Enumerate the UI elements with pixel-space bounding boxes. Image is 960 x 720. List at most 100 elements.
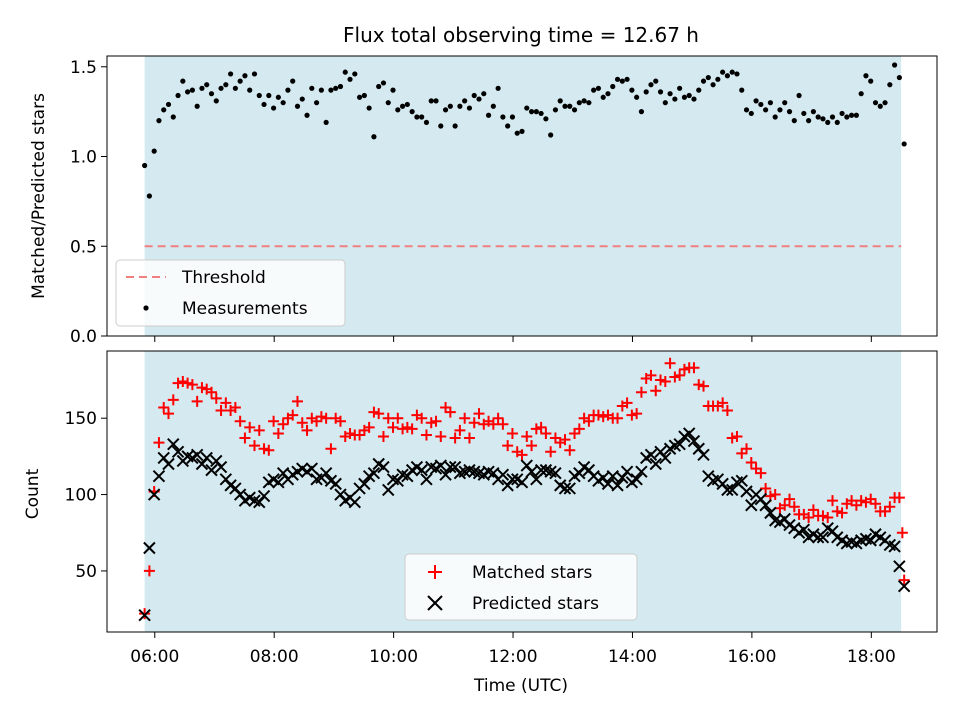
matched-star-point xyxy=(215,405,227,417)
measurement-point xyxy=(767,100,774,106)
measurement-point xyxy=(347,76,353,82)
measurement-point xyxy=(247,87,253,93)
predicted-star-point xyxy=(558,482,572,495)
matched-star-point xyxy=(784,493,796,505)
matched-star-point xyxy=(726,432,738,444)
matched-star-point xyxy=(492,412,504,424)
predicted-star-point xyxy=(649,457,662,471)
measurement-point xyxy=(385,100,391,106)
measurement-point xyxy=(299,96,305,102)
measurement-point xyxy=(194,103,200,109)
bottom-xtick-label: 08:00 xyxy=(250,647,299,667)
measurement-point xyxy=(877,103,883,109)
matched-star-point xyxy=(645,369,657,381)
matched-star-point xyxy=(277,418,289,430)
matched-star-point xyxy=(468,417,480,429)
matched-star-point xyxy=(717,397,729,409)
measurement-point xyxy=(806,118,812,124)
predicted-star-point xyxy=(382,483,395,497)
matched-star-point xyxy=(559,434,571,446)
measurement-point xyxy=(562,103,568,109)
measurement-point xyxy=(514,130,520,136)
measurement-point xyxy=(629,87,635,93)
matched-star-point xyxy=(898,574,910,586)
matched-star-point xyxy=(239,432,251,444)
measurement-point xyxy=(371,134,377,140)
bottom-xtick-label: 14:00 xyxy=(608,647,657,667)
matched-star-point xyxy=(139,608,151,620)
bottom-ytick-label: 150 xyxy=(65,409,97,429)
top-legend-box xyxy=(115,259,346,327)
matched-star-point xyxy=(674,369,686,381)
measurement-point xyxy=(691,96,697,102)
measurement-point xyxy=(595,85,602,91)
measurement-point xyxy=(724,73,731,79)
matched-star-point xyxy=(377,431,389,443)
measurement-point xyxy=(524,105,530,111)
measurement-point xyxy=(839,110,845,117)
measurement-point xyxy=(409,109,415,115)
measurement-point xyxy=(739,87,745,93)
bottom-x-axis: 06:00 08:00 10:00 12:00 14:00 16:00 18:00 xyxy=(130,632,896,667)
bottom-xtick-label: 16:00 xyxy=(727,647,776,667)
measurement-point xyxy=(452,123,458,129)
predicted-star-point xyxy=(147,488,161,501)
measurement-point xyxy=(438,123,444,129)
legend-threshold-label: Threshold xyxy=(181,268,266,288)
matched-star-point xyxy=(516,449,528,461)
matched-star-point xyxy=(248,440,260,452)
matched-star-point xyxy=(449,432,461,444)
matched-star-point xyxy=(454,424,466,436)
measurement-point xyxy=(342,69,348,75)
bottom-legend: Matched stars Predicted stars xyxy=(404,553,638,621)
matched-star-point xyxy=(836,507,848,519)
measurement-point xyxy=(161,107,167,113)
measurements-series xyxy=(142,62,907,199)
predicted-star-point xyxy=(659,451,672,465)
matched-star-point xyxy=(301,424,313,436)
measurement-point xyxy=(442,107,449,113)
matched-star-point xyxy=(196,382,208,394)
measurement-point xyxy=(146,193,152,199)
matched-star-point xyxy=(612,412,624,424)
measurement-point xyxy=(414,114,420,120)
top-y-axis: 0.0 0.5 1.0 1.5 xyxy=(70,58,107,347)
top-x-ticks xyxy=(154,336,872,342)
matched-star-point xyxy=(669,371,681,383)
measurement-point xyxy=(552,107,559,113)
measurement-point xyxy=(280,100,286,106)
measurement-point xyxy=(457,103,463,109)
measurement-point xyxy=(696,87,702,93)
predicted-star-point xyxy=(257,489,271,503)
measurement-point xyxy=(829,114,836,120)
matched-star-point xyxy=(387,421,399,433)
measurement-point xyxy=(313,100,320,106)
matched-star-point xyxy=(721,405,733,417)
measurement-point xyxy=(576,100,582,106)
measurement-point xyxy=(270,105,277,111)
measurement-point xyxy=(165,101,172,108)
measurement-point xyxy=(624,76,630,82)
legend-predicted-label: Predicted stars xyxy=(472,594,599,614)
measurement-point xyxy=(720,69,726,75)
matched-star-point xyxy=(363,421,375,433)
measurement-point xyxy=(352,71,358,77)
predicted-star-point xyxy=(797,523,811,536)
bottom-panel: 50 100 150 06:00 08:00 10:00 12:00 14:00 16:00 1… xyxy=(23,350,938,696)
matched-star-point xyxy=(698,380,710,392)
legend-measurements-label: Measurements xyxy=(182,299,308,319)
bottom-legend-box xyxy=(404,553,638,621)
measurement-point xyxy=(786,109,793,115)
predicted-star-point xyxy=(200,451,213,465)
measurement-point xyxy=(543,116,549,122)
matched-star-point xyxy=(779,499,791,511)
matched-star-point xyxy=(463,432,475,444)
matched-star-point xyxy=(741,443,753,455)
measurement-point xyxy=(896,74,902,81)
matched-star-point xyxy=(205,386,217,398)
measurement-point xyxy=(834,119,840,126)
bottom-xtick-label: 18:00 xyxy=(847,647,896,667)
measurement-point xyxy=(399,103,406,109)
matched-star-point xyxy=(530,423,542,435)
matched-star-point xyxy=(573,423,585,435)
